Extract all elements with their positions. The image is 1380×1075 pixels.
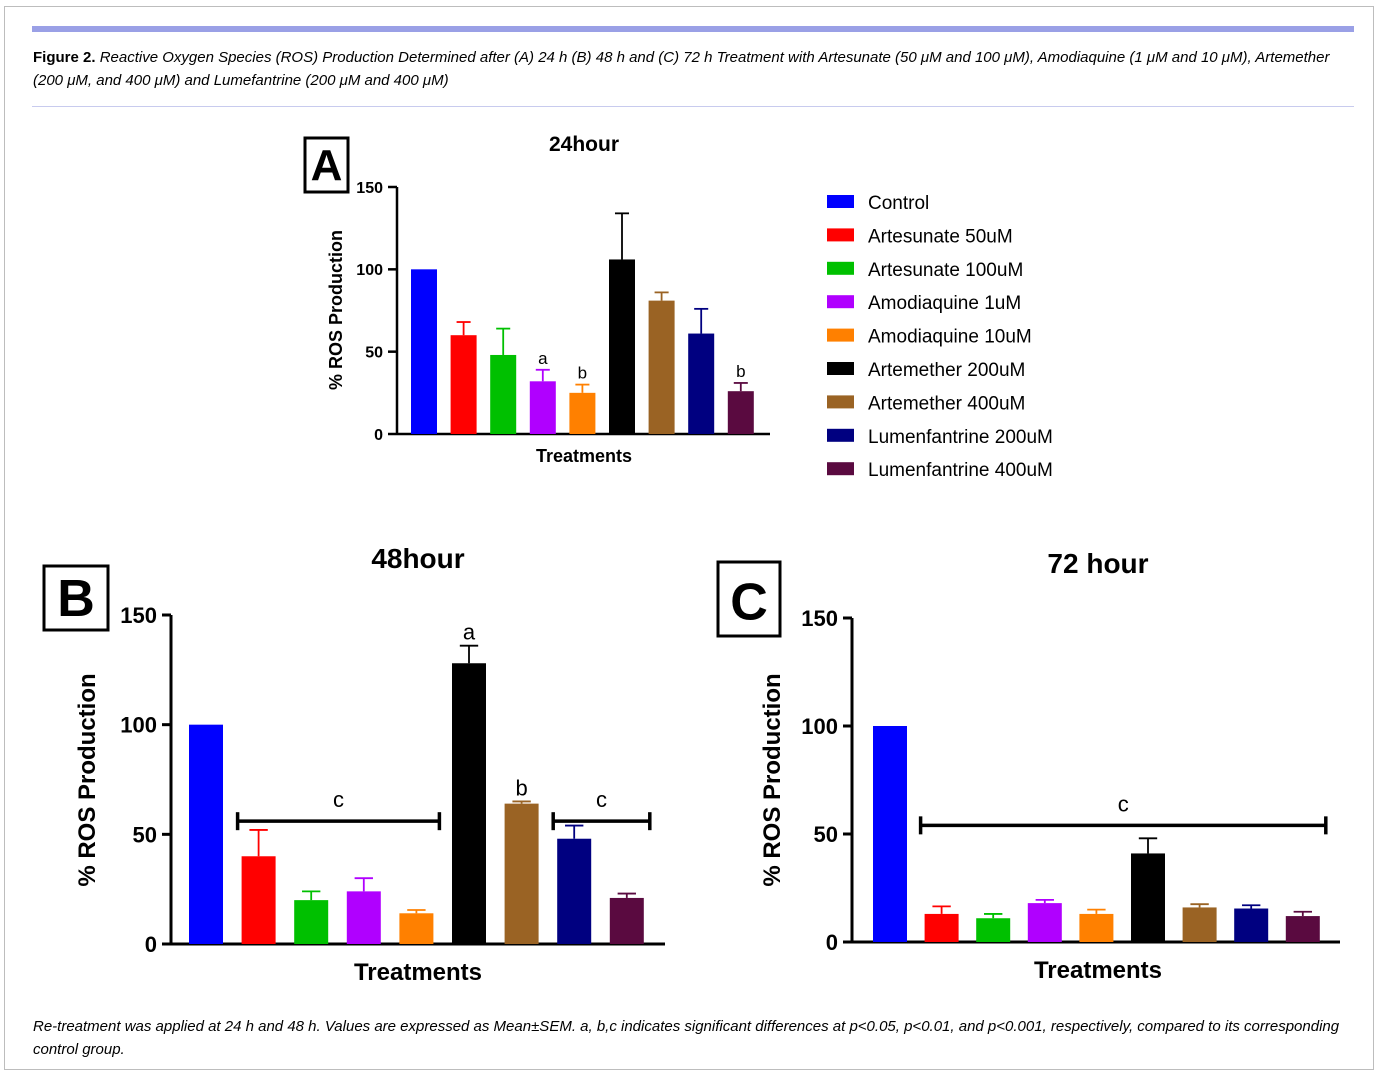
- bar-artemether-400um: [648, 300, 675, 434]
- y-tick-label: 150: [120, 603, 157, 628]
- y-tick-label: 150: [801, 606, 838, 631]
- figure-top-bar: [32, 26, 1354, 32]
- bar-lumenfantrine-400um: [1285, 916, 1320, 942]
- x-axis-label: Treatments: [1034, 957, 1162, 984]
- legend-label: Artesunate 100uM: [868, 260, 1023, 281]
- bar-artemether-400um: [504, 803, 539, 944]
- bar-artesunate-50um: [450, 335, 477, 434]
- y-tick-label: 0: [374, 427, 383, 444]
- bar-amodiaquine-10um: [569, 392, 596, 434]
- x-axis-label: Treatments: [536, 446, 632, 466]
- legend-swatch: [827, 228, 854, 242]
- panel-letter-box: [42, 564, 110, 632]
- legend: Control Artesunate 50uM Artesunate 100uM Am…: [827, 193, 1053, 481]
- bar-control: [189, 724, 223, 944]
- legend-label: Amodiaquine 1uM: [868, 293, 1021, 314]
- y-tick-label: 0: [145, 932, 157, 957]
- y-tick-label: 50: [133, 822, 157, 847]
- bar-artesunate-100um: [490, 354, 517, 434]
- bar-lumenfantrine-400um: [609, 897, 644, 944]
- figure-frame: [4, 6, 1374, 1070]
- legend-label: Lumenfantrine 400uM: [868, 460, 1053, 481]
- chart-title: 24hour: [549, 133, 619, 156]
- caption-label: Figure 2.: [33, 49, 96, 66]
- bar-artesunate-50um: [924, 913, 959, 942]
- caption-text: Reactive Oxygen Species (ROS) Production…: [33, 49, 1330, 89]
- bar-amodiaquine-1um: [529, 381, 556, 434]
- panel-letter-box: [716, 560, 782, 638]
- legend-swatch: [827, 462, 854, 476]
- bar-artesunate-100um: [976, 918, 1011, 942]
- significance-label: b: [515, 775, 527, 800]
- legend-label: Control: [868, 193, 929, 214]
- legend-swatch: [827, 362, 854, 375]
- bar-artemether-400um: [1182, 907, 1217, 942]
- y-tick-label: 50: [365, 344, 383, 361]
- y-tick-label: 50: [814, 822, 838, 847]
- bar-lumenfantrine-200um: [557, 838, 592, 944]
- panel-letter: A: [311, 141, 343, 190]
- legend-label: Artemether 200uM: [868, 360, 1025, 381]
- bar-lumenfantrine-400um: [727, 391, 754, 434]
- bracket-label: c: [596, 787, 607, 812]
- bar-artesunate-100um: [294, 900, 329, 944]
- y-tick-label: 100: [120, 713, 157, 738]
- panel-b-chart: 48hour B 0 50 100 150 Treatments % ROS Producti…: [42, 543, 665, 986]
- panel-c-chart: 72 hour C 0 50 100 150 Treatments % ROS Product…: [716, 548, 1340, 984]
- legend-swatch: [827, 395, 854, 409]
- significance-label: a: [463, 620, 476, 645]
- legend-label: Artesunate 50uM: [868, 226, 1013, 247]
- legend-swatch: [827, 428, 854, 442]
- panel-letter: C: [730, 574, 768, 632]
- significance-label: b: [736, 362, 745, 381]
- bar-amodiaquine-10um: [399, 913, 434, 944]
- y-tick-label: 100: [356, 262, 383, 279]
- bar-lumenfantrine-200um: [1234, 908, 1269, 942]
- y-axis-label: % ROS Production: [74, 673, 101, 886]
- bar-control: [873, 726, 907, 942]
- bracket-label: c: [333, 787, 344, 812]
- legend-swatch: [827, 295, 854, 309]
- figure-caption: Figure 2. Reactive Oxygen Species (ROS) …: [33, 46, 1353, 92]
- x-axis-label: Treatments: [354, 959, 482, 986]
- caption-divider: [32, 106, 1354, 107]
- y-tick-label: 150: [356, 180, 383, 197]
- legend-swatch: [827, 261, 854, 275]
- y-axis-label: % ROS Production: [759, 673, 786, 886]
- legend-label: Lumenfantrine 200uM: [868, 427, 1053, 448]
- y-tick-label: 0: [826, 930, 838, 955]
- significance-label: a: [538, 349, 548, 368]
- figure-footnote: Re-treatment was applied at 24 h and 48 …: [33, 1018, 1340, 1058]
- chart-title: 72 hour: [1047, 548, 1148, 579]
- bracket-label: c: [1118, 791, 1129, 816]
- panel-letter: B: [57, 570, 95, 628]
- bar-artemether-200um: [609, 259, 635, 434]
- panel-a-chart: 24hour A 0 50 100 150 Treatments % ROS Producti…: [303, 133, 770, 466]
- legend-label: Amodiaquine 10uM: [868, 327, 1032, 348]
- legend-swatch: [827, 328, 854, 342]
- chart-title: 48hour: [371, 543, 464, 574]
- bar-amodiaquine-1um: [1027, 903, 1062, 942]
- bar-artemether-200um: [452, 663, 486, 944]
- bar-amodiaquine-1um: [346, 891, 381, 944]
- y-axis-label: % ROS Production: [326, 230, 346, 390]
- significance-label: b: [578, 364, 587, 383]
- bar-lumenfantrine-200um: [688, 333, 715, 434]
- legend-label: Artemether 400uM: [868, 393, 1025, 414]
- bar-artemether-200um: [1131, 853, 1165, 942]
- panel-letter-box: [303, 136, 350, 194]
- y-tick-label: 100: [801, 714, 838, 739]
- bar-artesunate-50um: [241, 856, 276, 944]
- bar-amodiaquine-10um: [1079, 913, 1114, 942]
- bar-control: [411, 269, 437, 434]
- legend-swatch: [827, 195, 854, 208]
